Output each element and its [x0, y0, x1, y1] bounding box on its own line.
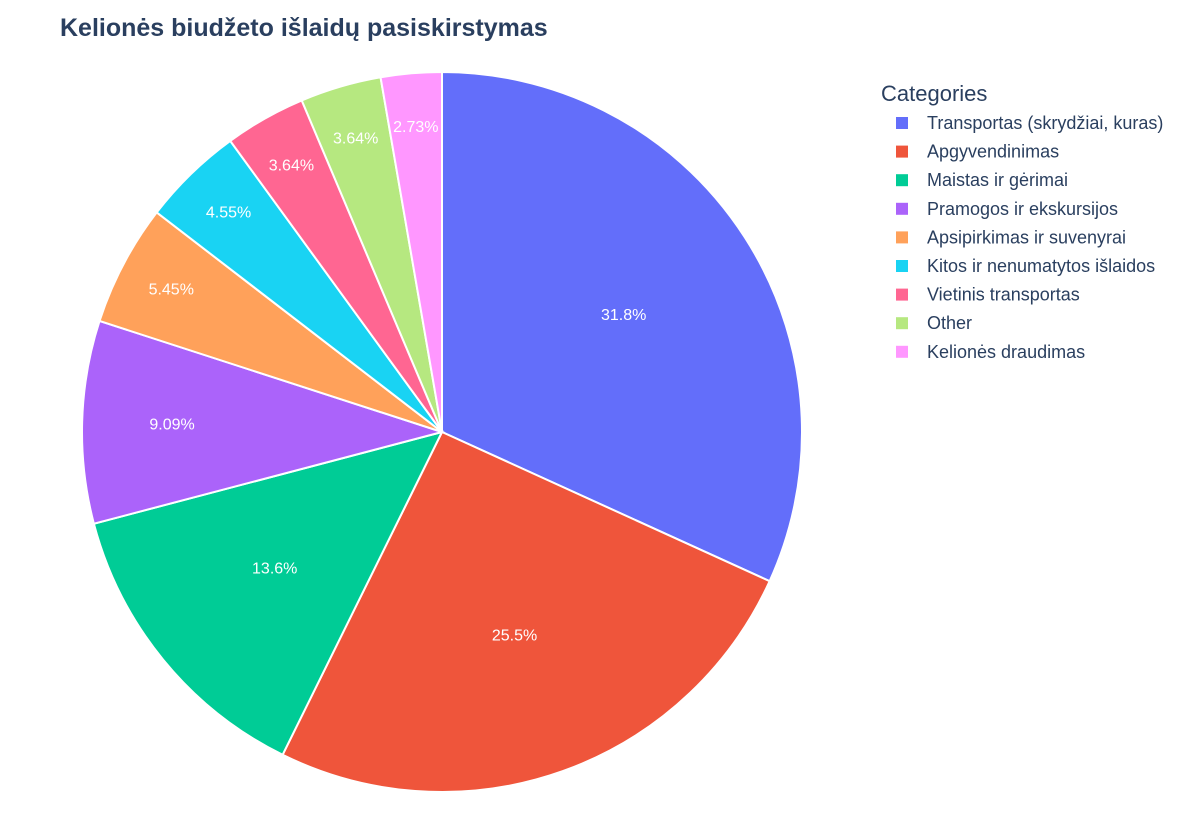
pie-slice-pramogos-ir-ekskursijos[interactable] [81, 319, 446, 525]
legend-item-maistas-ir-gerimai[interactable]: Maistas ir gėrimai [896, 170, 1068, 190]
legend-swatch [896, 345, 908, 358]
pie-slice-apgyvendinimas[interactable] [281, 430, 771, 793]
slice-label-keliones-draudimas: 2.73% [393, 119, 438, 136]
legend-label: Transportas (skrydžiai, kuras) [927, 113, 1163, 133]
legend-item-apsipirkimas-ir-suvenyrai[interactable]: Apsipirkimas ir suvenyrai [896, 227, 1126, 247]
legend-items: Transportas (skrydžiai, kuras) Apgyvendin… [896, 113, 1163, 362]
legend-label: Vietinis transportas [927, 285, 1080, 305]
legend-label: Kitos ir nenumatytos išlaidos [927, 256, 1155, 276]
chart-title: Kelionės biudžeto išlaidų pasiskirstymas [60, 14, 548, 42]
legend: Categories Transportas (skrydžiai, kuras… [881, 81, 1163, 362]
legend-item-kitos-ir-nenumatytos-islaidos[interactable]: Kitos ir nenumatytos išlaidos [896, 256, 1155, 276]
legend-swatch [896, 260, 908, 272]
legend-label: Maistas ir gėrimai [927, 170, 1068, 190]
legend-item-apgyvendinimas[interactable]: Apgyvendinimas [896, 142, 1059, 162]
legend-item-transportas-skrydziai-kuras[interactable]: Transportas (skrydžiai, kuras) [896, 113, 1163, 133]
slice-label-pramogos-ir-ekskursijos: 9.09% [149, 416, 194, 433]
legend-item-vietinis-transportas[interactable]: Vietinis transportas [896, 285, 1080, 305]
legend-label: Pramogos ir ekskursijos [927, 199, 1118, 219]
pie-slice-keliones-draudimas[interactable] [379, 70, 443, 433]
legend-swatch [896, 288, 908, 301]
pie-slice-transportas-skrydziai-kuras[interactable] [441, 70, 803, 583]
legend-swatch [896, 231, 908, 244]
slice-label-apgyvendinimas: 25.5% [492, 627, 537, 644]
slice-label-apsipirkimas-ir-suvenyrai: 5.45% [149, 281, 194, 298]
legend-item-other[interactable]: Other [896, 313, 972, 333]
slice-label-kitos-ir-nenumatytos-islaidos: 4.55% [206, 205, 251, 222]
slice-labels: 31.8% 25.5% 13.6% 9.09% 5.45% 4.55% 3.64% 3.64%… [149, 119, 647, 644]
legend-swatch [896, 174, 908, 187]
legend-title: Categories [881, 81, 987, 106]
legend-label: Other [927, 313, 972, 333]
pie-slice-maistas-ir-gerimai[interactable] [92, 430, 444, 757]
legend-label: Apsipirkimas ir suvenyrai [927, 227, 1126, 247]
legend-item-keliones-draudimas[interactable]: Kelionės draudimas [896, 342, 1085, 362]
legend-item-pramogos-ir-ekskursijos[interactable]: Pramogos ir ekskursijos [896, 199, 1118, 219]
pie-slices [81, 70, 803, 793]
slice-label-vietinis-transportas: 3.64% [269, 158, 314, 175]
legend-swatch [896, 202, 908, 215]
slice-label-other: 3.64% [333, 130, 378, 147]
legend-swatch [896, 117, 908, 129]
legend-label: Apgyvendinimas [927, 142, 1059, 162]
slice-label-maistas-ir-gerimai: 13.6% [252, 561, 297, 578]
legend-swatch [896, 145, 908, 158]
slice-label-transportas-skrydziai-kuras: 31.8% [601, 307, 646, 324]
legend-swatch [896, 317, 908, 330]
legend-label: Kelionės draudimas [927, 342, 1085, 362]
